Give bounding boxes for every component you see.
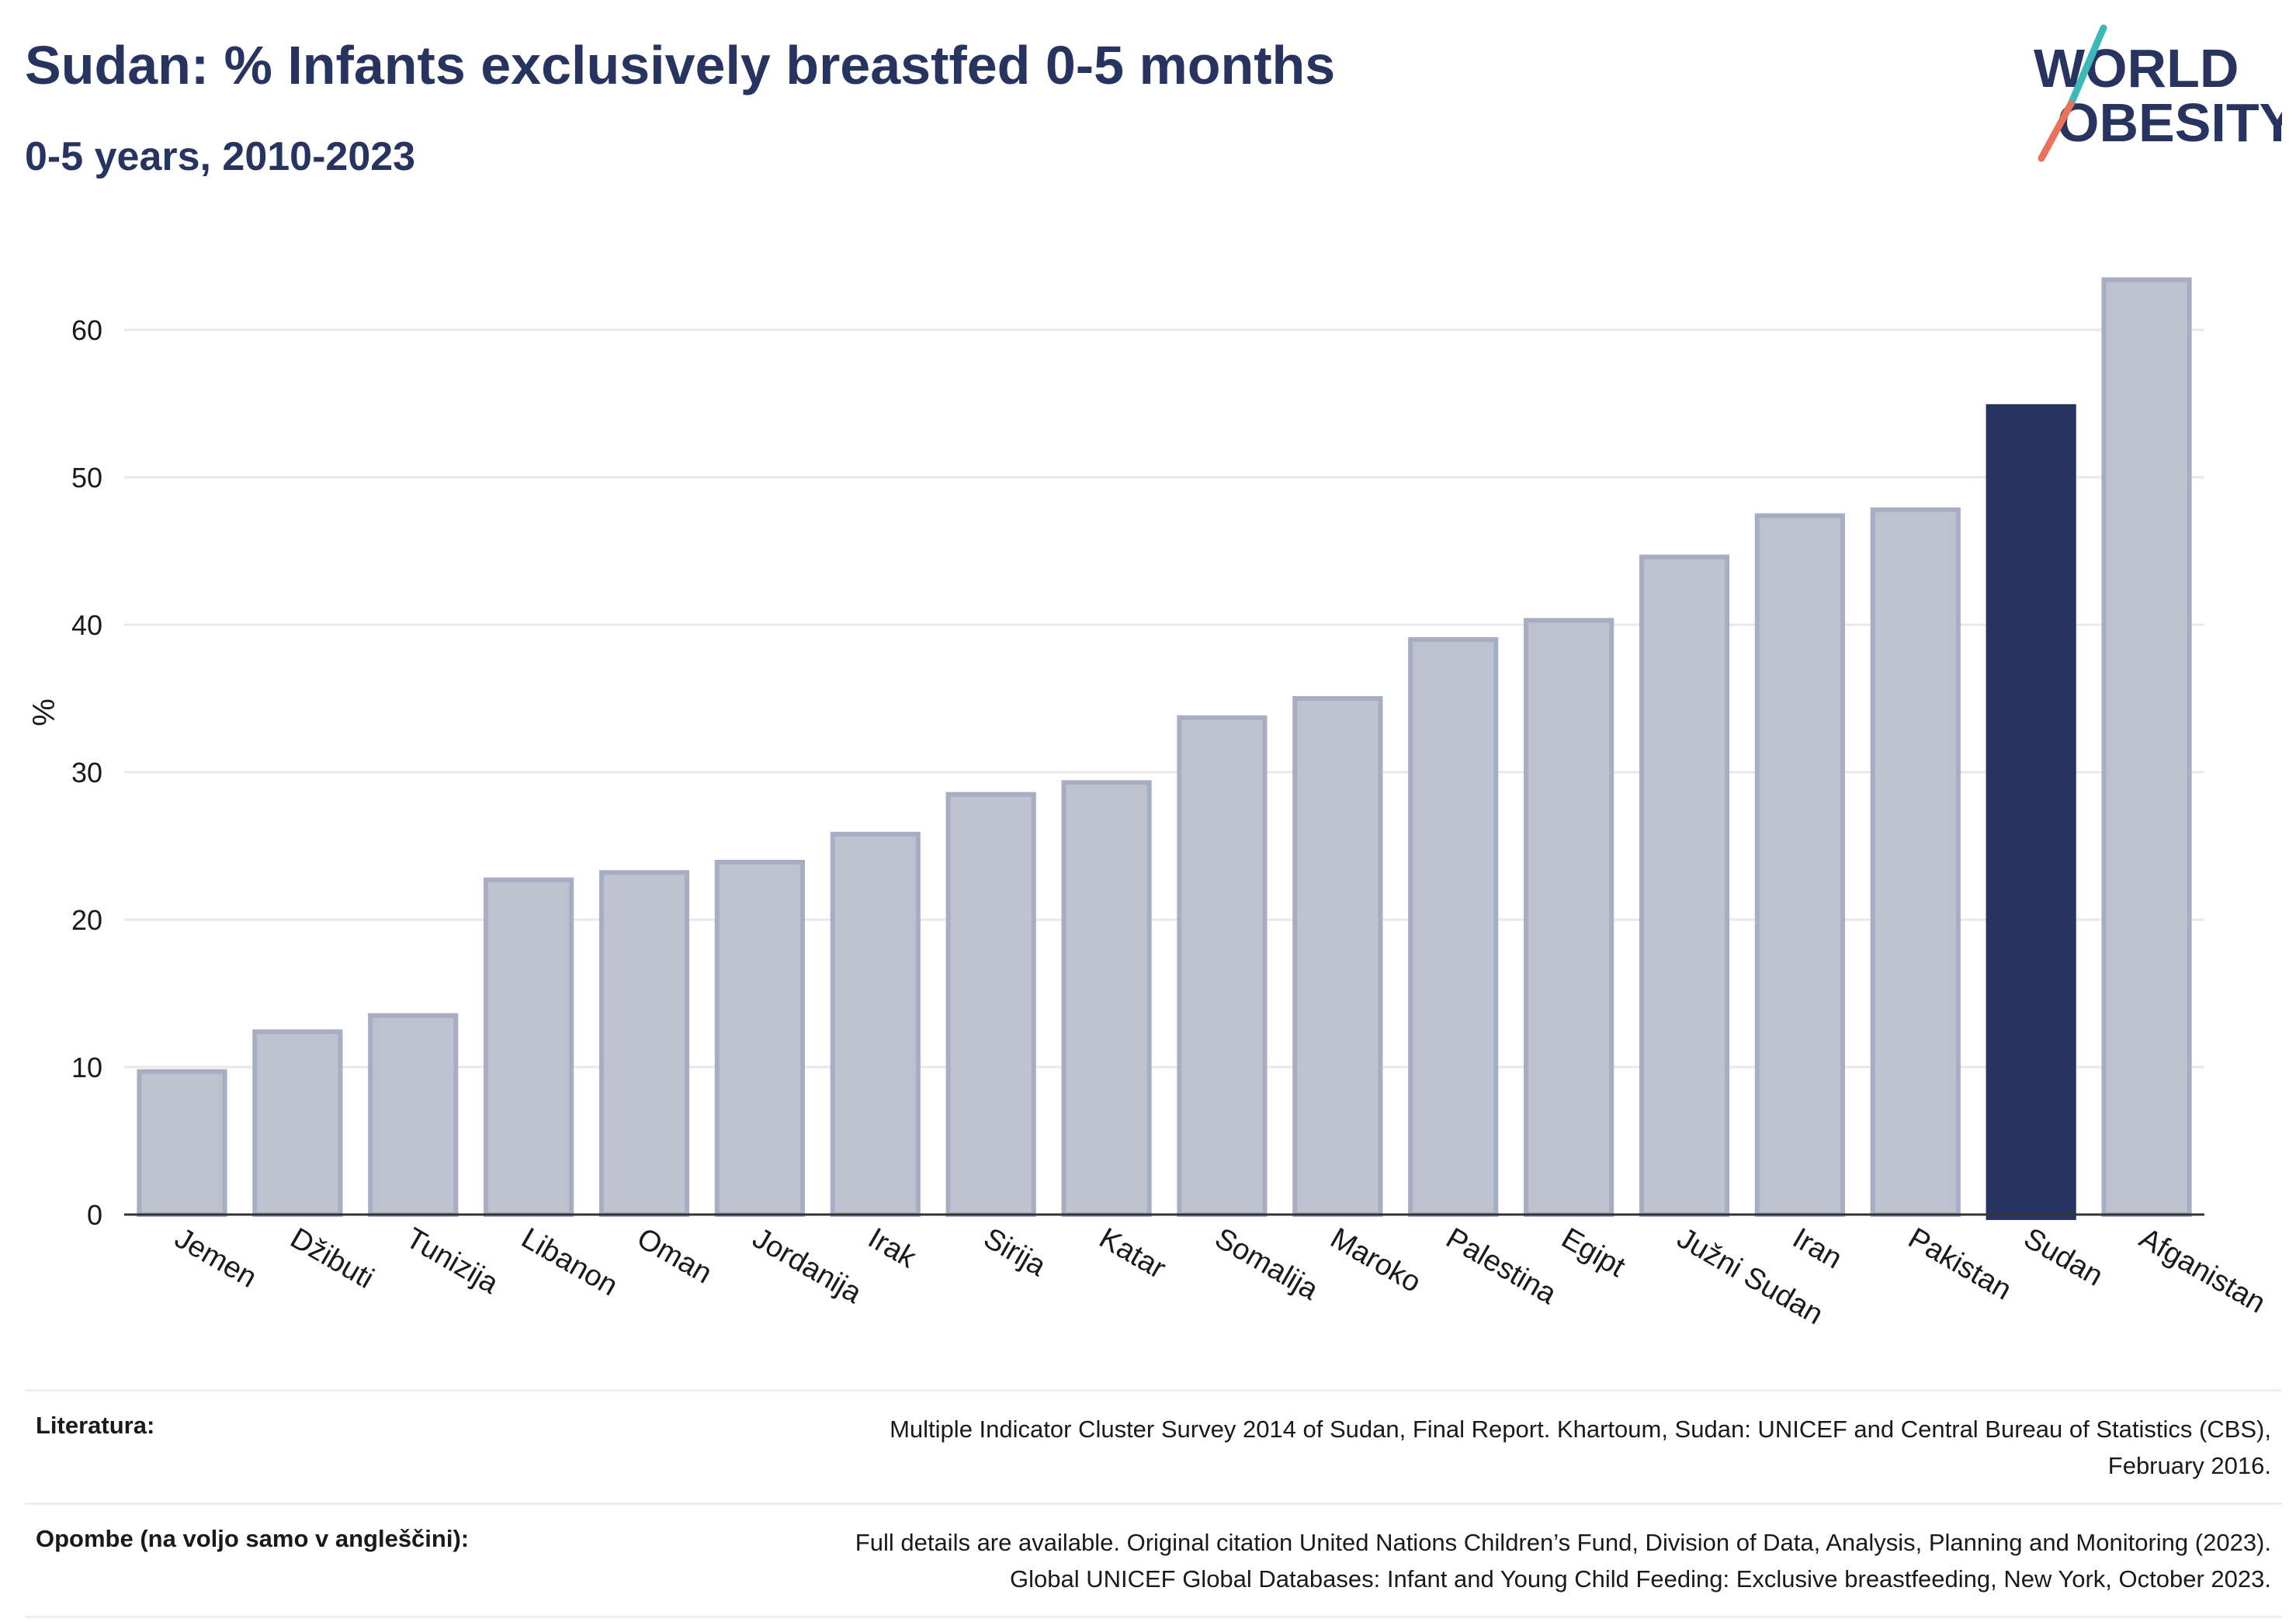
bar-sudan (1986, 404, 2076, 1220)
x-tick-label: Pakistan (1902, 1222, 2017, 1306)
x-tick-label: Tunizija (401, 1222, 505, 1301)
notes-label: Opombe (na voljo samo v angleščini): (36, 1525, 470, 1552)
references-line-2: February 2016. (2107, 1451, 2271, 1479)
bar-južni-sudan (1639, 554, 1730, 1217)
chart-subtitle: 0-5 years, 2010-2023 (25, 134, 416, 179)
bar-afganistan (2101, 277, 2192, 1217)
notes-text: Full details are available. Original cit… (855, 1525, 2271, 1597)
notes-line-1: Full details are available. Original cit… (855, 1529, 2271, 1556)
x-tick-label: Egipt (1556, 1222, 1631, 1284)
bar-egipt (1524, 618, 1614, 1217)
y-tick-label: 50 (71, 462, 102, 494)
x-tick-label: Iran (1787, 1222, 1847, 1275)
logo-line1: WORLD (2034, 38, 2239, 99)
references-line-1: Multiple Indicator Cluster Survey 2014 o… (890, 1416, 2271, 1443)
bar-katar (1061, 780, 1152, 1217)
x-tick-label: Oman (632, 1222, 718, 1290)
notes-line-2: Global UNICEF Global Databases: Infant a… (1009, 1565, 2271, 1593)
y-tick-label: 10 (71, 1052, 102, 1083)
chart-footer: Literatura: Multiple Indicator Cluster S… (25, 1389, 2282, 1618)
bar-maroko (1292, 696, 1383, 1217)
bar-tunizija (368, 1013, 459, 1217)
bar-pakistan (1870, 507, 1961, 1217)
logo-line2: OBESITY (2057, 92, 2282, 153)
references-text: Multiple Indicator Cluster Survey 2014 o… (890, 1412, 2271, 1484)
bar-jordanija (714, 859, 805, 1218)
x-tick-label: Maroko (1325, 1222, 1427, 1299)
x-tick-label: Somalija (1209, 1222, 1324, 1307)
x-tick-label: Afganistan (2134, 1222, 2271, 1319)
y-tick-label: 40 (71, 609, 102, 641)
references-label: Literatura: (36, 1412, 155, 1439)
x-tick-label: Sirija (978, 1222, 1052, 1283)
x-tick-label: Jordanija (747, 1222, 867, 1310)
x-tick-label: Palestina (1441, 1222, 1562, 1311)
world-obesity-logo: WORLD OBESITY (2034, 24, 2282, 162)
x-tick-label: Katar (1094, 1222, 1171, 1285)
notes-row: Opombe (na voljo samo v angleščini): Ful… (25, 1502, 2282, 1618)
x-tick-label: Jemen (169, 1222, 262, 1294)
bar-iran (1754, 513, 1845, 1217)
x-tick-label: Sudan (2018, 1222, 2108, 1292)
x-tick-label: Irak (862, 1222, 922, 1275)
bar-libanon (484, 877, 574, 1217)
y-tick-label: 0 (87, 1199, 102, 1231)
bar-oman (598, 870, 690, 1217)
bar-džibuti (252, 1029, 343, 1218)
y-axis-label: % (27, 698, 61, 726)
y-tick-label: 20 (71, 904, 102, 936)
bar-somalija (1177, 715, 1268, 1217)
references-row: Literatura: Multiple Indicator Cluster S… (25, 1389, 2282, 1502)
y-tick-label: 60 (71, 314, 102, 346)
bar-chart: 0 10 20 30 40 50 60 Jemen Džibuti Tunizija Libanon… (27, 277, 2271, 1331)
chart-title: Sudan: % Infants exclusively breastfed 0… (25, 35, 1336, 95)
bar-palestina (1408, 637, 1499, 1217)
y-tick-label: 30 (71, 757, 102, 788)
x-tick-label: Džibuti (285, 1222, 380, 1294)
logo-slash-coral (2038, 100, 2075, 162)
x-tick-label: Libanon (516, 1222, 623, 1302)
bar-sirija (945, 792, 1036, 1217)
logo-slash-teal (2067, 24, 2107, 108)
bar-jemen (137, 1069, 227, 1217)
bar-irak (830, 831, 921, 1218)
